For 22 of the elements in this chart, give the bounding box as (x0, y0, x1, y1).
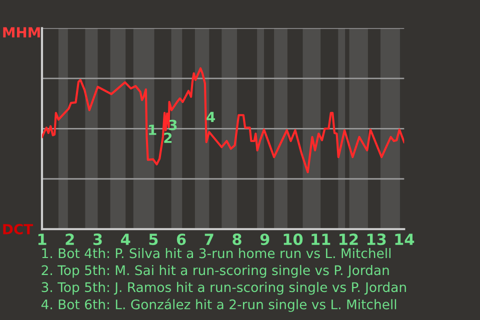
text: MHM (3, 27, 40, 38)
x-tick-label: 5 (149, 234, 158, 246)
text: DCT (3, 224, 34, 234)
x-tick-label: 2 (66, 234, 74, 245)
x-tick-label: 1 (38, 234, 46, 245)
x-tick-label: 3 (93, 234, 102, 246)
x-tick-label: 14 (395, 234, 414, 245)
x-tick-label: 7 (204, 234, 214, 245)
x-tick-label: 13 (367, 234, 386, 246)
x-tick-label: 9 (260, 234, 270, 246)
x-tick-label: 4 (120, 234, 130, 245)
x-tick-label: 11 (312, 234, 330, 245)
annotation: 1 (149, 124, 156, 135)
x-tick-label: 12 (340, 234, 358, 245)
text: 4. Bot 6th: L. González hit a 2-run single vs L. Mitchell (41, 298, 396, 312)
annotation: 2 (164, 132, 172, 143)
x-tick-label: 6 (176, 234, 186, 246)
text: 1. Bot 4th: P. Silva hit a 3-run home run vs L. Mitchell (42, 248, 391, 258)
x-tick-label: 10 (284, 234, 303, 246)
text: 2. Top 5th: M. Sai hit a run-scoring single vs P. Jordan (42, 264, 389, 278)
x-tick-label: 8 (232, 234, 242, 246)
text: 3. Top 5th: J. Ramos hit a run-scoring single vs P. Jordan (42, 282, 406, 295)
